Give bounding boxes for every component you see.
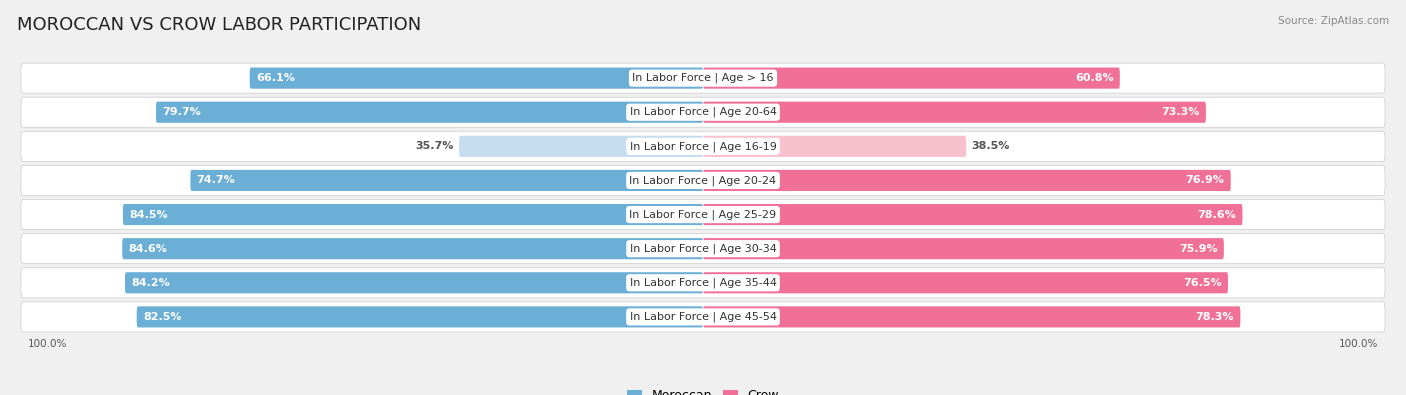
FancyBboxPatch shape bbox=[21, 199, 1385, 229]
Text: 100.0%: 100.0% bbox=[28, 339, 67, 348]
FancyBboxPatch shape bbox=[250, 68, 703, 89]
Text: 100.0%: 100.0% bbox=[1339, 339, 1378, 348]
FancyBboxPatch shape bbox=[136, 307, 703, 327]
FancyBboxPatch shape bbox=[125, 272, 703, 293]
Text: 35.7%: 35.7% bbox=[415, 141, 454, 151]
Text: 79.7%: 79.7% bbox=[162, 107, 201, 117]
Text: In Labor Force | Age 30-34: In Labor Force | Age 30-34 bbox=[630, 243, 776, 254]
Text: 84.6%: 84.6% bbox=[128, 244, 167, 254]
Text: MOROCCAN VS CROW LABOR PARTICIPATION: MOROCCAN VS CROW LABOR PARTICIPATION bbox=[17, 16, 422, 34]
FancyBboxPatch shape bbox=[703, 307, 1240, 327]
FancyBboxPatch shape bbox=[460, 136, 703, 157]
Text: 76.5%: 76.5% bbox=[1182, 278, 1222, 288]
Text: In Labor Force | Age 35-44: In Labor Force | Age 35-44 bbox=[630, 278, 776, 288]
FancyBboxPatch shape bbox=[703, 204, 1243, 225]
Text: 82.5%: 82.5% bbox=[143, 312, 181, 322]
FancyBboxPatch shape bbox=[21, 131, 1385, 161]
Text: 38.5%: 38.5% bbox=[972, 141, 1010, 151]
Text: In Labor Force | Age 45-54: In Labor Force | Age 45-54 bbox=[630, 312, 776, 322]
Text: 66.1%: 66.1% bbox=[256, 73, 295, 83]
Text: 78.6%: 78.6% bbox=[1198, 210, 1236, 220]
FancyBboxPatch shape bbox=[703, 170, 1230, 191]
Text: In Labor Force | Age 25-29: In Labor Force | Age 25-29 bbox=[630, 209, 776, 220]
FancyBboxPatch shape bbox=[21, 302, 1385, 332]
Text: 76.9%: 76.9% bbox=[1185, 175, 1225, 185]
Legend: Moroccan, Crow: Moroccan, Crow bbox=[621, 384, 785, 395]
Text: 84.2%: 84.2% bbox=[131, 278, 170, 288]
Text: Source: ZipAtlas.com: Source: ZipAtlas.com bbox=[1278, 16, 1389, 26]
FancyBboxPatch shape bbox=[190, 170, 703, 191]
Text: 84.5%: 84.5% bbox=[129, 210, 167, 220]
FancyBboxPatch shape bbox=[21, 268, 1385, 298]
FancyBboxPatch shape bbox=[703, 136, 966, 157]
Text: In Labor Force | Age 20-24: In Labor Force | Age 20-24 bbox=[630, 175, 776, 186]
Text: 75.9%: 75.9% bbox=[1180, 244, 1218, 254]
Text: 74.7%: 74.7% bbox=[197, 175, 235, 185]
Text: 60.8%: 60.8% bbox=[1076, 73, 1114, 83]
FancyBboxPatch shape bbox=[156, 102, 703, 123]
Text: In Labor Force | Age > 16: In Labor Force | Age > 16 bbox=[633, 73, 773, 83]
Text: 73.3%: 73.3% bbox=[1161, 107, 1199, 117]
FancyBboxPatch shape bbox=[703, 238, 1223, 259]
FancyBboxPatch shape bbox=[21, 63, 1385, 93]
FancyBboxPatch shape bbox=[21, 97, 1385, 127]
FancyBboxPatch shape bbox=[703, 102, 1206, 123]
FancyBboxPatch shape bbox=[21, 234, 1385, 264]
FancyBboxPatch shape bbox=[21, 166, 1385, 196]
Text: In Labor Force | Age 16-19: In Labor Force | Age 16-19 bbox=[630, 141, 776, 152]
FancyBboxPatch shape bbox=[122, 204, 703, 225]
Text: In Labor Force | Age 20-64: In Labor Force | Age 20-64 bbox=[630, 107, 776, 117]
FancyBboxPatch shape bbox=[122, 238, 703, 259]
Text: 78.3%: 78.3% bbox=[1195, 312, 1234, 322]
FancyBboxPatch shape bbox=[703, 272, 1227, 293]
FancyBboxPatch shape bbox=[703, 68, 1119, 89]
